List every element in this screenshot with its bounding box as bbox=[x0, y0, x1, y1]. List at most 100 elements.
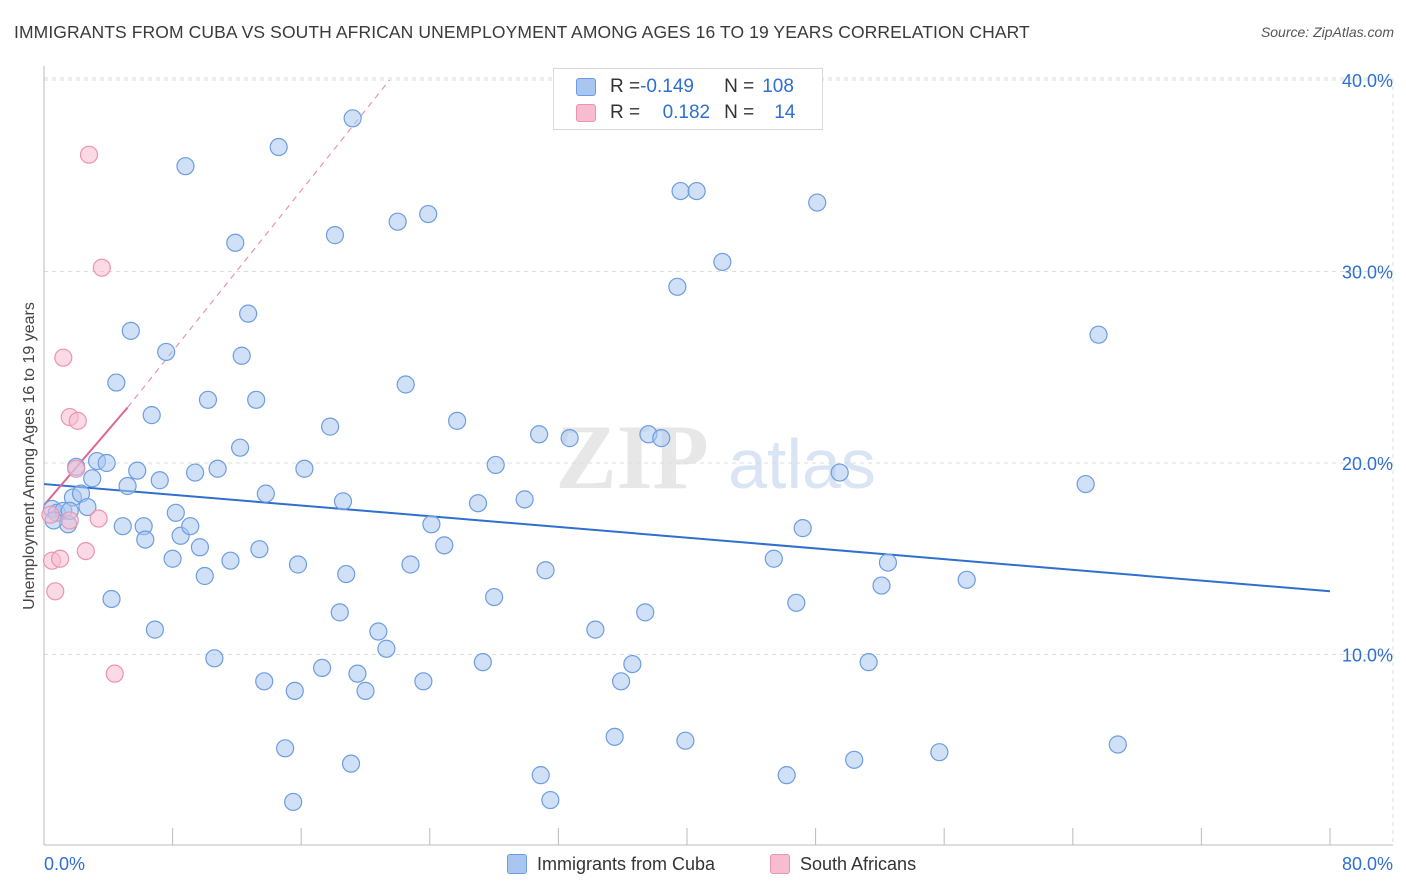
data-point-cuba bbox=[777, 766, 796, 785]
data-point-cuba bbox=[486, 455, 505, 475]
data-point-cuba bbox=[652, 429, 671, 448]
legend-r-value: 0.182 bbox=[662, 102, 711, 123]
legend-row-south-africans: R = 0.182 N = 14 bbox=[576, 101, 795, 125]
data-point-cuba bbox=[247, 390, 266, 409]
legend-r-label: R = bbox=[610, 102, 641, 123]
data-point-cuba bbox=[145, 620, 165, 639]
data-point-cuba bbox=[687, 181, 706, 201]
data-point-cuba bbox=[186, 463, 205, 482]
data-point-cuba bbox=[448, 411, 467, 430]
data-point-cuba bbox=[636, 603, 655, 622]
data-point-cuba bbox=[605, 727, 624, 746]
legend-row-cuba: R = -0.149 N = 108 bbox=[576, 75, 794, 99]
data-point-cuba bbox=[337, 564, 356, 584]
data-point-cuba bbox=[515, 490, 534, 509]
data-point-cuba bbox=[1108, 735, 1127, 754]
data-point-cuba bbox=[473, 653, 492, 672]
data-point-cuba bbox=[485, 587, 504, 607]
gridlines bbox=[44, 77, 1394, 845]
data-point-cuba bbox=[288, 555, 308, 574]
bottom-legend-swatch-blue bbox=[507, 854, 527, 874]
watermark-zip: ZIP bbox=[555, 406, 708, 508]
data-point-cuba bbox=[205, 649, 224, 668]
data-point-south-africans bbox=[79, 145, 99, 164]
data-point-cuba bbox=[276, 739, 295, 758]
chart-title: IMMIGRANTS FROM CUBA VS SOUTH AFRICAN UN… bbox=[14, 22, 1030, 42]
data-point-cuba bbox=[343, 109, 362, 128]
data-point-cuba bbox=[83, 469, 102, 488]
data-point-cuba bbox=[208, 459, 227, 478]
data-point-cuba bbox=[255, 672, 274, 691]
data-point-cuba bbox=[190, 538, 210, 557]
data-point-cuba bbox=[531, 766, 550, 785]
data-point-cuba bbox=[676, 731, 695, 750]
data-point-cuba bbox=[356, 681, 375, 700]
data-point-cuba bbox=[78, 497, 97, 517]
data-point-cuba bbox=[330, 603, 349, 622]
data-point-south-africans bbox=[50, 549, 70, 568]
legend-swatch-pink bbox=[576, 104, 596, 122]
data-point-cuba bbox=[536, 561, 555, 580]
legend-swatch-blue bbox=[576, 78, 596, 96]
data-point-cuba bbox=[221, 551, 240, 570]
data-point-cuba bbox=[231, 438, 250, 457]
trend-line-cuba bbox=[43, 483, 1331, 593]
bottom-legend-swatch-pink bbox=[770, 854, 790, 874]
data-point-cuba bbox=[930, 743, 949, 762]
data-point-cuba bbox=[136, 530, 155, 549]
x-tick-label: 80.0% bbox=[1342, 854, 1393, 874]
data-point-south-africans bbox=[46, 582, 65, 601]
data-point-cuba bbox=[285, 681, 304, 700]
data-point-cuba bbox=[295, 459, 314, 478]
data-point-cuba bbox=[377, 639, 396, 658]
data-point-cuba bbox=[250, 540, 269, 559]
data-point-south-africans bbox=[67, 459, 86, 478]
x-tick-label: 0.0% bbox=[44, 854, 85, 874]
bottom-legend-cuba: Immigrants from Cuba bbox=[507, 851, 715, 877]
data-point-cuba bbox=[396, 375, 415, 394]
data-point-cuba bbox=[401, 555, 420, 574]
data-point-cuba bbox=[348, 664, 367, 683]
data-point-cuba bbox=[787, 593, 806, 612]
data-point-cuba bbox=[793, 519, 812, 538]
data-point-cuba bbox=[198, 390, 218, 409]
data-point-cuba bbox=[195, 566, 214, 586]
bottom-legend-label-south-africans: South Africans bbox=[800, 853, 917, 874]
y-tick-label: 20.0% bbox=[1342, 454, 1393, 474]
data-point-cuba bbox=[181, 517, 200, 536]
legend-r-label: R = bbox=[610, 76, 641, 97]
data-point-cuba bbox=[611, 672, 631, 691]
data-point-cuba bbox=[157, 342, 176, 362]
data-point-cuba bbox=[764, 549, 783, 568]
data-point-cuba bbox=[530, 425, 549, 444]
data-point-cuba bbox=[808, 193, 827, 212]
stats-legend: R = -0.149 N = 108 R = 0.182 N = 14 bbox=[553, 68, 823, 130]
data-point-cuba bbox=[341, 754, 361, 773]
series-south-africans-points bbox=[41, 145, 124, 683]
data-point-south-africans bbox=[41, 505, 60, 524]
data-point-cuba bbox=[239, 304, 258, 323]
legend-n-label: N = bbox=[724, 102, 755, 123]
data-point-cuba bbox=[957, 570, 976, 589]
data-point-south-africans bbox=[105, 664, 124, 683]
data-point-cuba bbox=[468, 494, 488, 513]
data-point-cuba bbox=[226, 233, 245, 252]
data-point-cuba bbox=[845, 750, 864, 769]
data-point-cuba bbox=[435, 536, 454, 555]
data-point-cuba bbox=[586, 620, 605, 639]
data-point-cuba bbox=[150, 471, 169, 490]
data-point-cuba bbox=[668, 277, 687, 296]
data-point-cuba bbox=[671, 181, 690, 201]
tick-labels: 10.0% 20.0% 30.0% 40.0% 0.0% 80.0% bbox=[44, 71, 1393, 874]
data-point-cuba bbox=[369, 622, 388, 641]
data-point-cuba bbox=[422, 515, 441, 534]
bottom-legend-south-africans: South Africans bbox=[770, 851, 916, 877]
data-point-cuba bbox=[1076, 474, 1095, 494]
data-point-cuba bbox=[541, 790, 560, 810]
series-cuba-points bbox=[42, 109, 1127, 812]
data-point-south-africans bbox=[89, 509, 108, 528]
data-point-cuba bbox=[128, 461, 147, 480]
watermark-atlas: atlas bbox=[728, 425, 876, 503]
data-point-cuba bbox=[232, 346, 251, 365]
